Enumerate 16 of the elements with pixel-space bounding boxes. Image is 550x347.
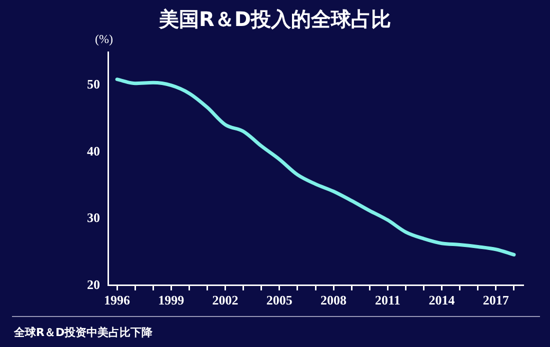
x-tick-label: 1999	[158, 292, 185, 308]
x-tick-label: 2017	[482, 292, 510, 308]
x-tick-label: 2014	[428, 292, 456, 308]
x-tick-label: 2005	[266, 292, 293, 308]
y-tick-label: 30	[87, 210, 100, 226]
text: 全球R＆D投资中美占比下降	[14, 325, 153, 340]
line-series	[115, 78, 516, 256]
y-axis-title: (%)	[95, 32, 113, 46]
x-tick-label: 2002	[212, 292, 238, 308]
chart-title: 美国R＆D投入的全球占比	[158, 6, 392, 33]
y-tick-label: 40	[87, 143, 100, 158]
x-tick-label: 2011	[375, 292, 400, 308]
y-tick-label: 20	[87, 276, 100, 292]
x-tick-label: 1996	[104, 292, 131, 308]
y-tick-label: 50	[87, 76, 100, 92]
x-tick-label: 2008	[320, 292, 348, 308]
